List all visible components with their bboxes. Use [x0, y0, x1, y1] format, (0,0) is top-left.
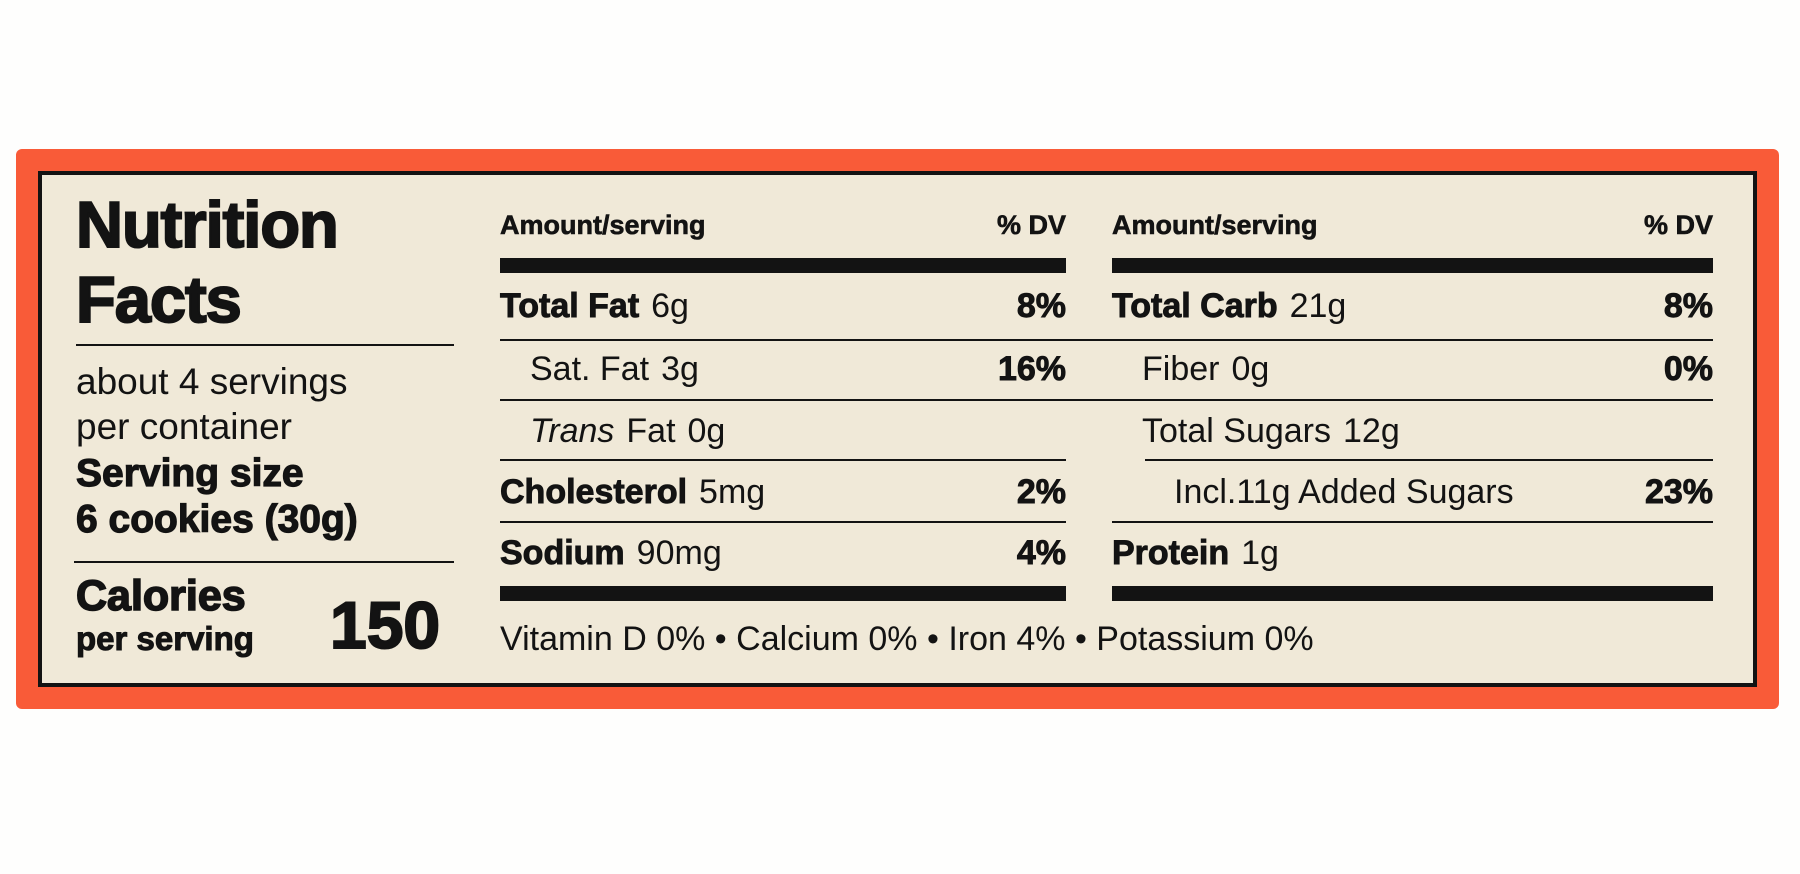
serving-size-line2: 6 cookies (30g)	[75, 497, 358, 541]
nutrient-cell: Trans Fat 0g	[500, 412, 725, 451]
row-divider	[1145, 459, 1713, 461]
row-divider	[500, 339, 1713, 341]
nutrient-name-italic: Trans	[530, 411, 615, 450]
nutrient-cell: Sat. Fat 3g	[500, 350, 699, 389]
servings-line2: per container	[76, 406, 292, 447]
nutrient-dv: 16%	[997, 349, 1066, 388]
nutrient-cell: Total Carb 21g	[1112, 286, 1347, 326]
row-divider	[500, 521, 1066, 523]
label-title-line2: Facts	[75, 262, 243, 337]
row-protein: Protein 1g	[1112, 528, 1713, 578]
row-sat-fat: Sat. Fat 3g 16%	[500, 344, 1066, 394]
nutrient-amount: 3g	[661, 349, 699, 388]
micronutrients-footer: Vitamin D 0% • Calcium 0% • Iron 4% • Po…	[500, 619, 1314, 658]
nutrient-cell: Total Sugars 12g	[1112, 412, 1400, 451]
nutrient-name: Sat. Fat	[530, 349, 650, 388]
row-total-fat: Total Fat 6g 8%	[500, 281, 1067, 331]
nutrient-amount: 21g	[1289, 286, 1347, 325]
divider	[74, 561, 454, 563]
label-title-line1: Nutrition	[75, 187, 340, 262]
nutrient-cell: Fiber 0g	[1112, 350, 1269, 389]
nutrient-amount: 0g	[687, 411, 726, 450]
nutrition-label-panel: Nutrition Facts about 4 servings per con…	[38, 171, 1757, 687]
percent-dv-header: % DV	[1643, 209, 1714, 240]
row-fiber: Fiber 0g 0%	[1112, 344, 1713, 394]
nutrient-dv: 4%	[1016, 533, 1066, 572]
nutrient-name: Cholesterol	[500, 472, 688, 511]
row-total-sugars: Total Sugars 12g	[1112, 406, 1713, 456]
nutrient-dv: 23%	[1644, 472, 1713, 511]
servings-per-container: about 4 servings per container	[76, 359, 348, 449]
nutrient-cell: Cholesterol 5mg	[500, 472, 766, 512]
label-title: Nutrition Facts	[75, 187, 340, 337]
calories-label: Calories	[75, 572, 246, 620]
nutrient-name: Total Carb	[1112, 286, 1279, 325]
nutrient-name: Fat	[626, 411, 676, 450]
serving-size-line1: Serving size	[75, 451, 304, 495]
nutrient-cell: Sodium 90mg	[500, 533, 722, 573]
nutrition-label: Nutrition Facts about 4 servings per con…	[16, 149, 1779, 709]
nutrient-cell: Incl.11g Added Sugars	[1112, 473, 1514, 512]
amount-serving-header: Amount/serving	[1112, 209, 1318, 240]
thick-rule	[1112, 586, 1713, 601]
nutrient-name: Fiber	[1142, 349, 1220, 388]
nutrient-amount: 1g	[1241, 533, 1279, 572]
divider	[76, 344, 454, 346]
thick-rule	[1112, 258, 1713, 273]
row-divider	[500, 459, 1066, 461]
nutrient-name: Protein	[1112, 533, 1230, 572]
nutrient-name: Total Sugars	[1142, 411, 1331, 450]
calories-value: 150	[329, 587, 441, 663]
row-divider	[500, 399, 1713, 401]
servings-line1: about 4 servings	[76, 361, 348, 402]
calories-sublabel: per serving	[76, 620, 255, 657]
mid-table-header: Amount/serving % DV	[500, 205, 1067, 245]
row-divider	[1112, 521, 1713, 523]
row-sodium: Sodium 90mg 4%	[500, 528, 1067, 578]
nutrient-name: Sodium	[500, 533, 626, 572]
nutrient-name: Total Fat	[500, 286, 640, 325]
nutrient-dv: 8%	[1016, 286, 1066, 325]
nutrient-cell: Protein 1g	[1112, 533, 1279, 573]
nutrient-amount: 12g	[1343, 411, 1400, 450]
right-table-header: Amount/serving % DV	[1112, 205, 1714, 245]
nutrient-amount: 6g	[651, 286, 689, 325]
nutrient-name: Incl.11g Added Sugars	[1174, 472, 1514, 511]
percent-dv-header: % DV	[996, 209, 1067, 240]
thick-rule	[500, 258, 1066, 273]
row-cholesterol: Cholesterol 5mg 2%	[500, 467, 1067, 517]
thick-rule	[500, 586, 1066, 601]
nutrient-amount: 0g	[1231, 349, 1270, 388]
row-total-carb: Total Carb 21g 8%	[1112, 281, 1714, 331]
row-trans-fat: Trans Fat 0g	[500, 406, 1066, 456]
nutrient-amount: 5mg	[699, 472, 766, 511]
amount-serving-header: Amount/serving	[500, 209, 706, 240]
nutrient-dv: 8%	[1663, 286, 1713, 325]
nutrient-dv: 0%	[1663, 349, 1713, 388]
nutrient-amount: 90mg	[636, 533, 722, 572]
row-added-sugars: Incl.11g Added Sugars 23%	[1112, 467, 1713, 517]
nutrient-cell: Total Fat 6g	[500, 286, 689, 326]
nutrient-dv: 2%	[1016, 472, 1066, 511]
serving-size: Serving size 6 cookies (30g)	[75, 451, 358, 543]
